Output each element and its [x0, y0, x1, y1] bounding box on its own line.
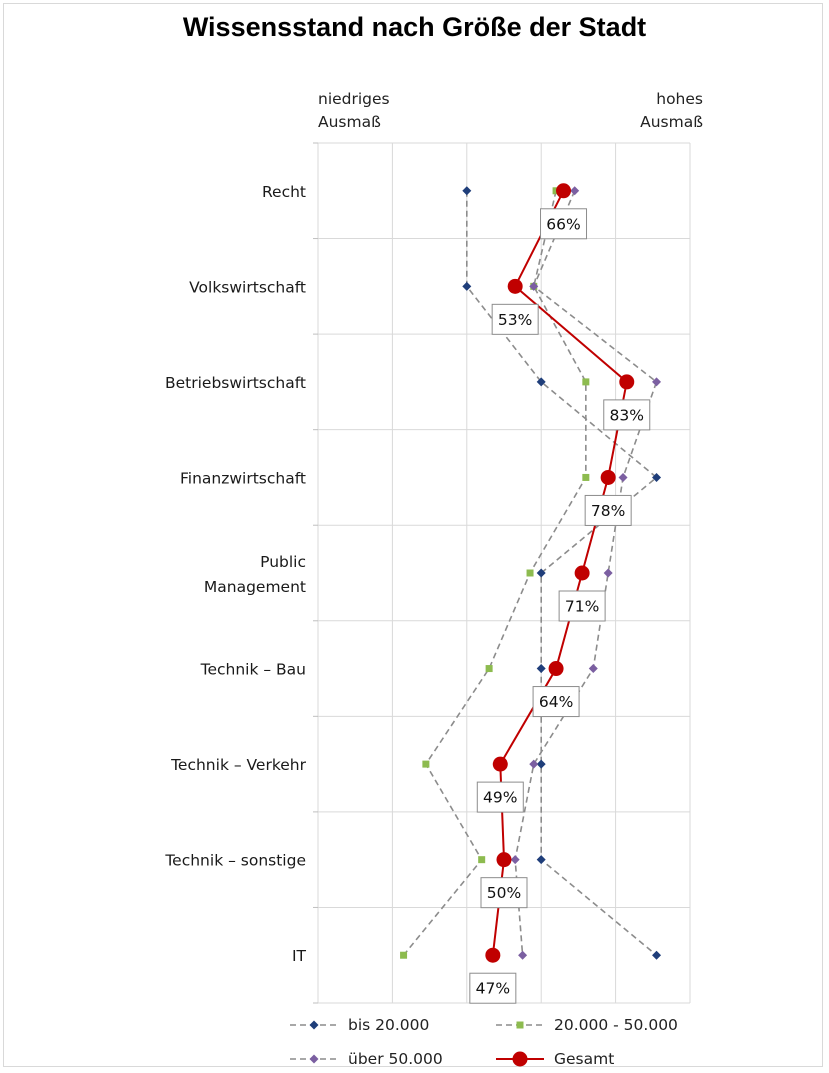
data-point-series-2 — [400, 951, 408, 959]
data-point-series-3 — [588, 664, 598, 674]
data-point-series-4 — [507, 278, 523, 294]
category-label: Volkswirtschaft — [189, 278, 306, 296]
data-point-series-3 — [529, 759, 539, 769]
category-label: Public Management — [204, 553, 306, 596]
data-point-series-3 — [652, 377, 662, 387]
data-point-series-4 — [492, 756, 508, 772]
data-point-series-1 — [536, 664, 546, 674]
data-point-series-4 — [619, 374, 635, 390]
data-label: 53% — [498, 311, 532, 329]
legend-label-4: Gesamt — [554, 1050, 614, 1068]
chart-frame — [3, 3, 823, 1067]
data-label: 50% — [487, 884, 521, 902]
data-point-series-2 — [478, 856, 486, 864]
data-point-series-3 — [518, 950, 528, 960]
data-label: 49% — [483, 789, 517, 807]
data-point-series-4 — [485, 947, 501, 963]
data-point-series-3 — [529, 281, 539, 291]
data-point-series-1 — [536, 377, 546, 387]
data-label-box — [558, 590, 606, 622]
data-point-series-4 — [574, 565, 590, 581]
scale-low-label: niedriges Ausmaß — [318, 90, 390, 131]
data-point-series-2 — [582, 473, 590, 481]
series-line-1 — [465, 190, 658, 956]
data-point-series-4 — [556, 183, 572, 199]
data-point-series-4 — [548, 661, 564, 677]
legend-label-2: 20.000 - 50.000 — [554, 1016, 678, 1034]
category-label: Technik – Verkehr — [170, 756, 307, 774]
legend-marker-3 — [309, 1054, 319, 1064]
data-label: 78% — [591, 502, 625, 520]
data-point-series-1 — [462, 281, 472, 291]
series-line-3 — [514, 190, 658, 956]
data-label-box — [469, 972, 517, 1004]
data-point-series-2 — [526, 569, 534, 577]
chart-title: Wissensstand nach Größe der Stadt — [182, 12, 647, 42]
data-point-series-3 — [618, 472, 628, 482]
legend-marker-2 — [516, 1021, 524, 1029]
scale-high-label: hohes Ausmaß — [640, 90, 703, 131]
category-label: Recht — [262, 183, 306, 201]
data-label-box — [476, 781, 524, 813]
category-label: Betriebswirtschaft — [165, 374, 306, 392]
data-label-box — [532, 686, 580, 718]
legend-label-3: über 50.000 — [348, 1050, 443, 1068]
legend-marker-4 — [512, 1051, 528, 1067]
category-label: Technik – sonstige — [164, 852, 306, 870]
data-label: 66% — [546, 215, 580, 233]
data-label-box — [584, 494, 632, 526]
data-label: 64% — [539, 693, 573, 711]
data-label-box — [480, 877, 528, 909]
data-point-series-3 — [570, 186, 580, 196]
data-label: 83% — [610, 406, 644, 424]
data-label: 47% — [476, 980, 510, 998]
legend-label-1: bis 20.000 — [348, 1016, 429, 1034]
data-point-series-2 — [582, 378, 590, 386]
data-point-series-3 — [510, 855, 520, 865]
data-point-series-1 — [462, 186, 472, 196]
category-label: Technik – Bau — [200, 661, 306, 679]
data-point-series-1 — [652, 950, 662, 960]
data-point-series-1 — [652, 472, 662, 482]
data-point-series-4 — [600, 469, 616, 485]
legend-marker-1 — [309, 1020, 319, 1030]
data-point-series-1 — [536, 568, 546, 578]
data-point-series-1 — [536, 855, 546, 865]
data-point-series-3 — [603, 568, 613, 578]
category-label: IT — [292, 947, 307, 965]
data-point-series-2 — [485, 665, 493, 673]
data-label: 71% — [565, 598, 599, 616]
data-point-series-1 — [536, 759, 546, 769]
data-label-box — [603, 399, 651, 431]
category-label: Finanzwirtschaft — [180, 469, 306, 487]
data-point-series-4 — [496, 852, 512, 868]
data-label-box — [540, 208, 588, 240]
data-label-box — [491, 303, 539, 335]
data-point-series-2 — [422, 760, 430, 768]
